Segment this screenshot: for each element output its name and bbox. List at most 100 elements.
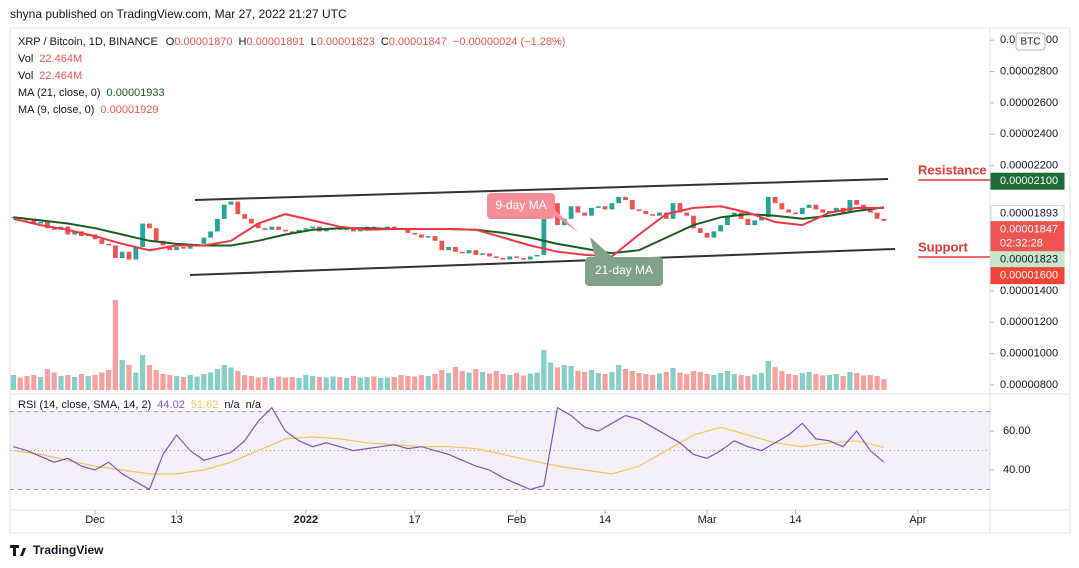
candle [439,240,445,251]
candle [453,247,458,252]
badge-text[interactable]: BTC [1021,37,1041,48]
val: 0.00001933 [107,87,165,99]
volume-bar [269,378,275,390]
candle [657,212,662,216]
badge-box[interactable] [1015,32,1046,51]
volume-bar [854,373,860,390]
legend-vol: Vol 22.464M [18,70,82,82]
x-tick-label: 2022 [294,514,318,526]
candle [718,225,724,232]
volume-bar [650,375,656,390]
currency-badge[interactable]: BTC [1015,32,1046,51]
candle [283,229,288,232]
candle [527,256,533,260]
volume-bar [140,355,146,390]
volume-bar [119,360,125,390]
volume-bar [323,377,329,390]
candle [643,211,649,215]
volume-bar [112,300,119,390]
volume-bar [806,372,812,390]
candle [432,236,438,241]
rsi-line [13,406,885,491]
volume-bar [446,373,452,390]
x-tick-label: 14 [599,514,611,526]
candle [351,228,356,232]
volume-bar [418,375,425,390]
volume-bar [493,371,499,390]
candle [262,228,268,230]
candle [303,228,309,230]
candle [514,256,520,259]
logo-text: TradingView [33,543,104,557]
candle [697,228,703,233]
candle [725,215,730,226]
price-tag [990,172,1065,190]
x-tick-label: 13 [170,514,182,526]
callout-text: 9-day MA [495,198,546,212]
callout-pointer [590,237,612,257]
h-key: H [238,36,246,48]
candle [391,226,397,229]
volume-bar [412,376,418,390]
candle [249,218,254,224]
countdown: 02:32:28 [1000,238,1043,250]
na: n/a [246,399,262,411]
candle [140,223,146,248]
resistance-line [194,178,889,201]
symbol: XRP / Bitcoin, 1D, BINANCE [18,36,158,48]
volume-bar [616,365,622,390]
candle [153,228,159,241]
candle [799,207,805,215]
candle [820,209,826,213]
price-tag-label: 0.00001823 [1000,254,1058,266]
candle [99,239,105,244]
volume-bar [180,377,187,390]
candle [786,209,792,213]
y-tick-label: 0.00002400 [1000,128,1058,140]
volume-bar [541,350,547,390]
candle [419,234,424,238]
candle [221,204,227,219]
volume-bar [663,372,669,390]
candle [704,232,710,238]
candle [480,253,486,255]
candle [459,251,465,254]
volume-bar [316,377,323,390]
volume-bar [99,372,105,390]
volume-bar [194,376,200,390]
volume-bar [432,374,438,390]
volume-bar [65,375,71,390]
volume-bar [452,367,459,390]
volume-bar [24,376,30,390]
candle [636,209,642,211]
volume-bar [752,374,758,390]
volume-bar [520,375,527,390]
candle [793,212,798,215]
volume-bar [643,374,649,390]
candle [752,220,758,226]
candle [276,226,282,230]
candle [133,247,139,260]
candle [623,196,628,201]
volume-bar [276,376,282,390]
volume-bar [786,374,792,390]
logo-icon [10,545,26,556]
volume-bar [10,375,17,390]
candle [534,254,540,257]
candle [242,214,248,219]
legend-main: XRP / Bitcoin, 1D, BINANCE O0.00001870 H0.… [18,36,565,48]
candle [595,206,601,208]
volume-bar [72,377,78,390]
volume-bar [622,369,629,390]
candle [772,196,778,204]
volume-bar [473,369,479,390]
candle [568,206,574,219]
candle [711,231,717,238]
legend-rsi: RSI (14, close, SMA, 14, 2) 44.02 51.62 n/a… [18,399,262,411]
price-tag [990,221,1065,253]
x-tick-label: Feb [507,514,526,526]
x-tick-label: Apr [909,514,926,526]
volume-bar [160,374,166,390]
volume-bar [459,371,465,390]
